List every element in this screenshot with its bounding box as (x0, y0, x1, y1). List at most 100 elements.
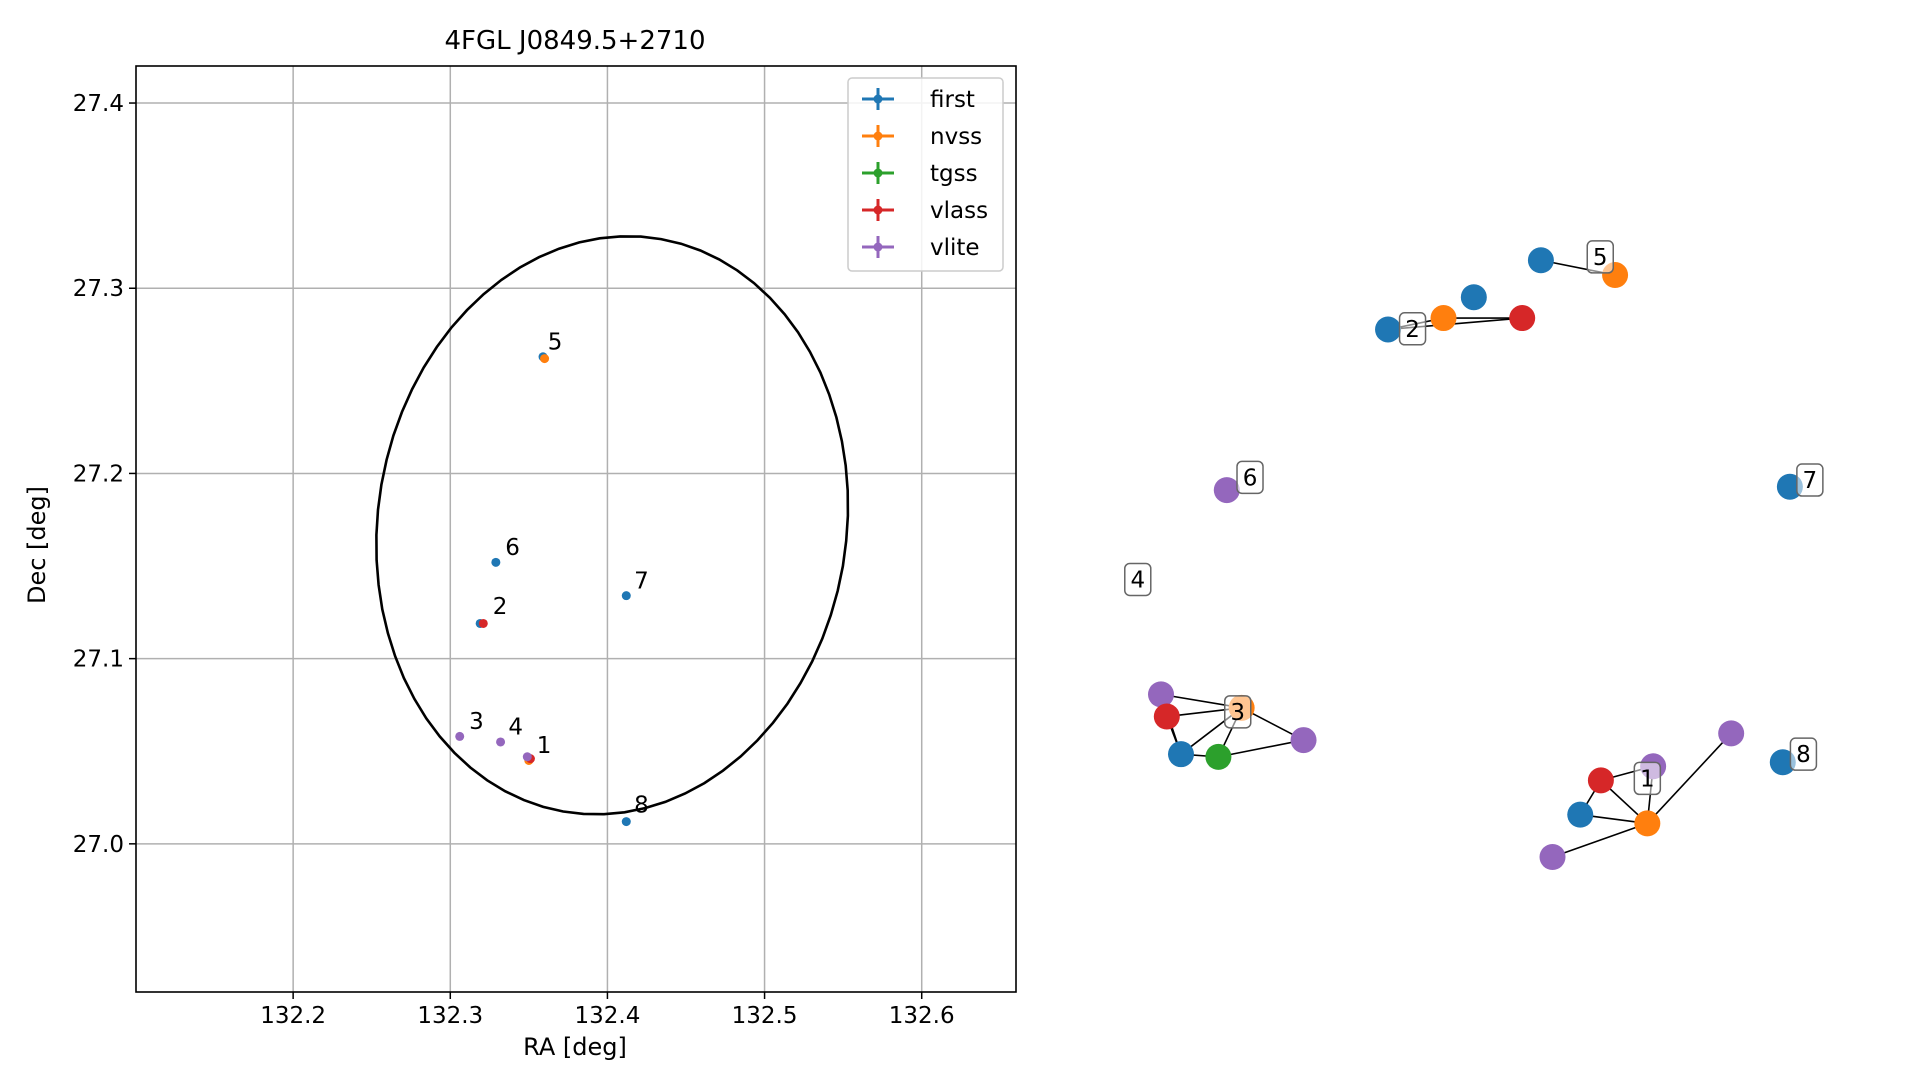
point-nvss (540, 354, 550, 364)
y-tick-label: 27.2 (73, 461, 124, 487)
legend-marker-dot (873, 168, 883, 178)
network-label-box (1124, 562, 1152, 597)
legend-marker-dot (873, 205, 883, 215)
x-axis-label: RA [deg] (523, 1033, 627, 1061)
point-vlass (478, 618, 488, 628)
y-tick-label: 27.0 (73, 832, 124, 858)
network-label-4: 4 (1124, 562, 1152, 597)
network-label-text: 4 (1130, 567, 1145, 593)
network-node-vlite (1213, 477, 1240, 504)
legend-item-first: first (862, 87, 975, 113)
network-label-box (1586, 240, 1614, 274)
network-label-box (1633, 761, 1662, 796)
network-node-first (1527, 247, 1554, 274)
y-axis-label: Dec [deg] (23, 486, 51, 604)
chart-title: 4FGL J0849.5+2710 (445, 26, 706, 56)
network-node-first (1769, 749, 1796, 776)
y-tick-label: 27.3 (73, 276, 124, 302)
annotation-3: 3 (469, 709, 484, 735)
y-tick-label: 27.4 (73, 91, 124, 117)
x-tick-label: 132.3 (417, 1003, 483, 1029)
x-tick-label: 132.2 (260, 1003, 326, 1029)
network-label-box (1796, 463, 1824, 497)
network-node-first (1167, 741, 1194, 768)
grid-lines (136, 66, 1016, 992)
legend-label: vlite (930, 235, 980, 261)
network-label-text: 3 (1230, 700, 1245, 726)
network-label-text: 8 (1796, 742, 1811, 768)
network-node-vlite (1718, 720, 1745, 747)
annotation-6: 6 (505, 535, 520, 561)
network-edge (1218, 739, 1304, 758)
confidence-ellipse (375, 235, 850, 816)
legend-marker-dot (873, 94, 883, 104)
axis-ticks: 132.2 132.3 132.4 132.5 132.6 27.0 27.1 27.2 27.… (73, 91, 955, 1029)
plot-frame (135, 65, 1017, 993)
annotation-2: 2 (493, 594, 508, 620)
legend-label: vlass (930, 198, 988, 224)
annotation-4: 4 (508, 715, 523, 741)
network-node-first (1567, 801, 1594, 828)
network-edge (1646, 732, 1732, 824)
point-first (621, 591, 631, 601)
y-tick-label: 27.1 (73, 647, 124, 673)
legend-item-nvss: nvss (862, 124, 982, 150)
network-label-text: 7 (1803, 468, 1818, 494)
network-node-vlass (1587, 767, 1614, 794)
legend-label: nvss (930, 124, 982, 150)
legend-box (847, 77, 1004, 272)
network-label-text: 2 (1405, 317, 1420, 343)
point-annotations: 5 6 7 2 3 41 8 (469, 329, 649, 818)
network-label-8: 8 (1789, 737, 1818, 771)
annotation-5: 5 (548, 329, 563, 355)
network-node-vlass (1153, 703, 1180, 730)
network-node-nvss (1634, 810, 1661, 837)
network-node-vlite (1290, 727, 1317, 754)
network-label-2: 2 (1398, 312, 1427, 346)
legend-marker-dot (873, 131, 883, 141)
x-tick-label: 132.5 (732, 1003, 798, 1029)
network-node-vlite (1539, 844, 1566, 870)
network-node-nvss (1430, 305, 1457, 332)
legend-label: tgss (930, 161, 978, 187)
x-tick-label: 132.4 (574, 1003, 640, 1029)
network-labels: 2 5 6 4 7 3 1 8 (1124, 240, 1824, 796)
data-points (455, 352, 631, 827)
legend: first nvss tgss vlass vlite (847, 77, 1004, 272)
point-vlite (496, 737, 506, 747)
point-vlite (455, 731, 465, 741)
network-label-text: 1 (1640, 766, 1655, 792)
network-node-first (1375, 316, 1402, 343)
annotation-8: 8 (634, 792, 649, 818)
network-label-box (1236, 460, 1264, 495)
point-vlite (522, 752, 532, 762)
annotation-7: 7 (634, 568, 649, 594)
point-first (491, 557, 501, 567)
network-label-text: 5 (1593, 245, 1608, 271)
legend-item-vlass: vlass (862, 198, 988, 224)
network-label-box (1398, 312, 1427, 346)
network-label-7: 7 (1796, 463, 1824, 497)
network-node-first (1460, 284, 1487, 311)
point-first (621, 817, 631, 827)
legend-item-tgss: tgss (862, 161, 978, 187)
legend-marker-dot (873, 242, 883, 252)
network-label-box (1789, 737, 1818, 771)
network-label-box (1224, 695, 1252, 729)
network-edge (1552, 822, 1648, 858)
network-nodes (1148, 247, 1803, 870)
network-label-1: 1 (1633, 761, 1662, 796)
network-label-6: 6 (1236, 460, 1264, 495)
network-label-3: 3 (1224, 695, 1252, 729)
legend-label: first (930, 87, 975, 113)
network-node-vlite (1148, 681, 1174, 708)
legend-item-vlite: vlite (862, 235, 980, 261)
network-label-text: 6 (1243, 465, 1258, 491)
network-node-vlass (1509, 305, 1536, 332)
x-tick-label: 132.6 (889, 1003, 955, 1029)
network-node-tgss (1205, 743, 1232, 770)
network-label-5: 5 (1586, 240, 1614, 274)
